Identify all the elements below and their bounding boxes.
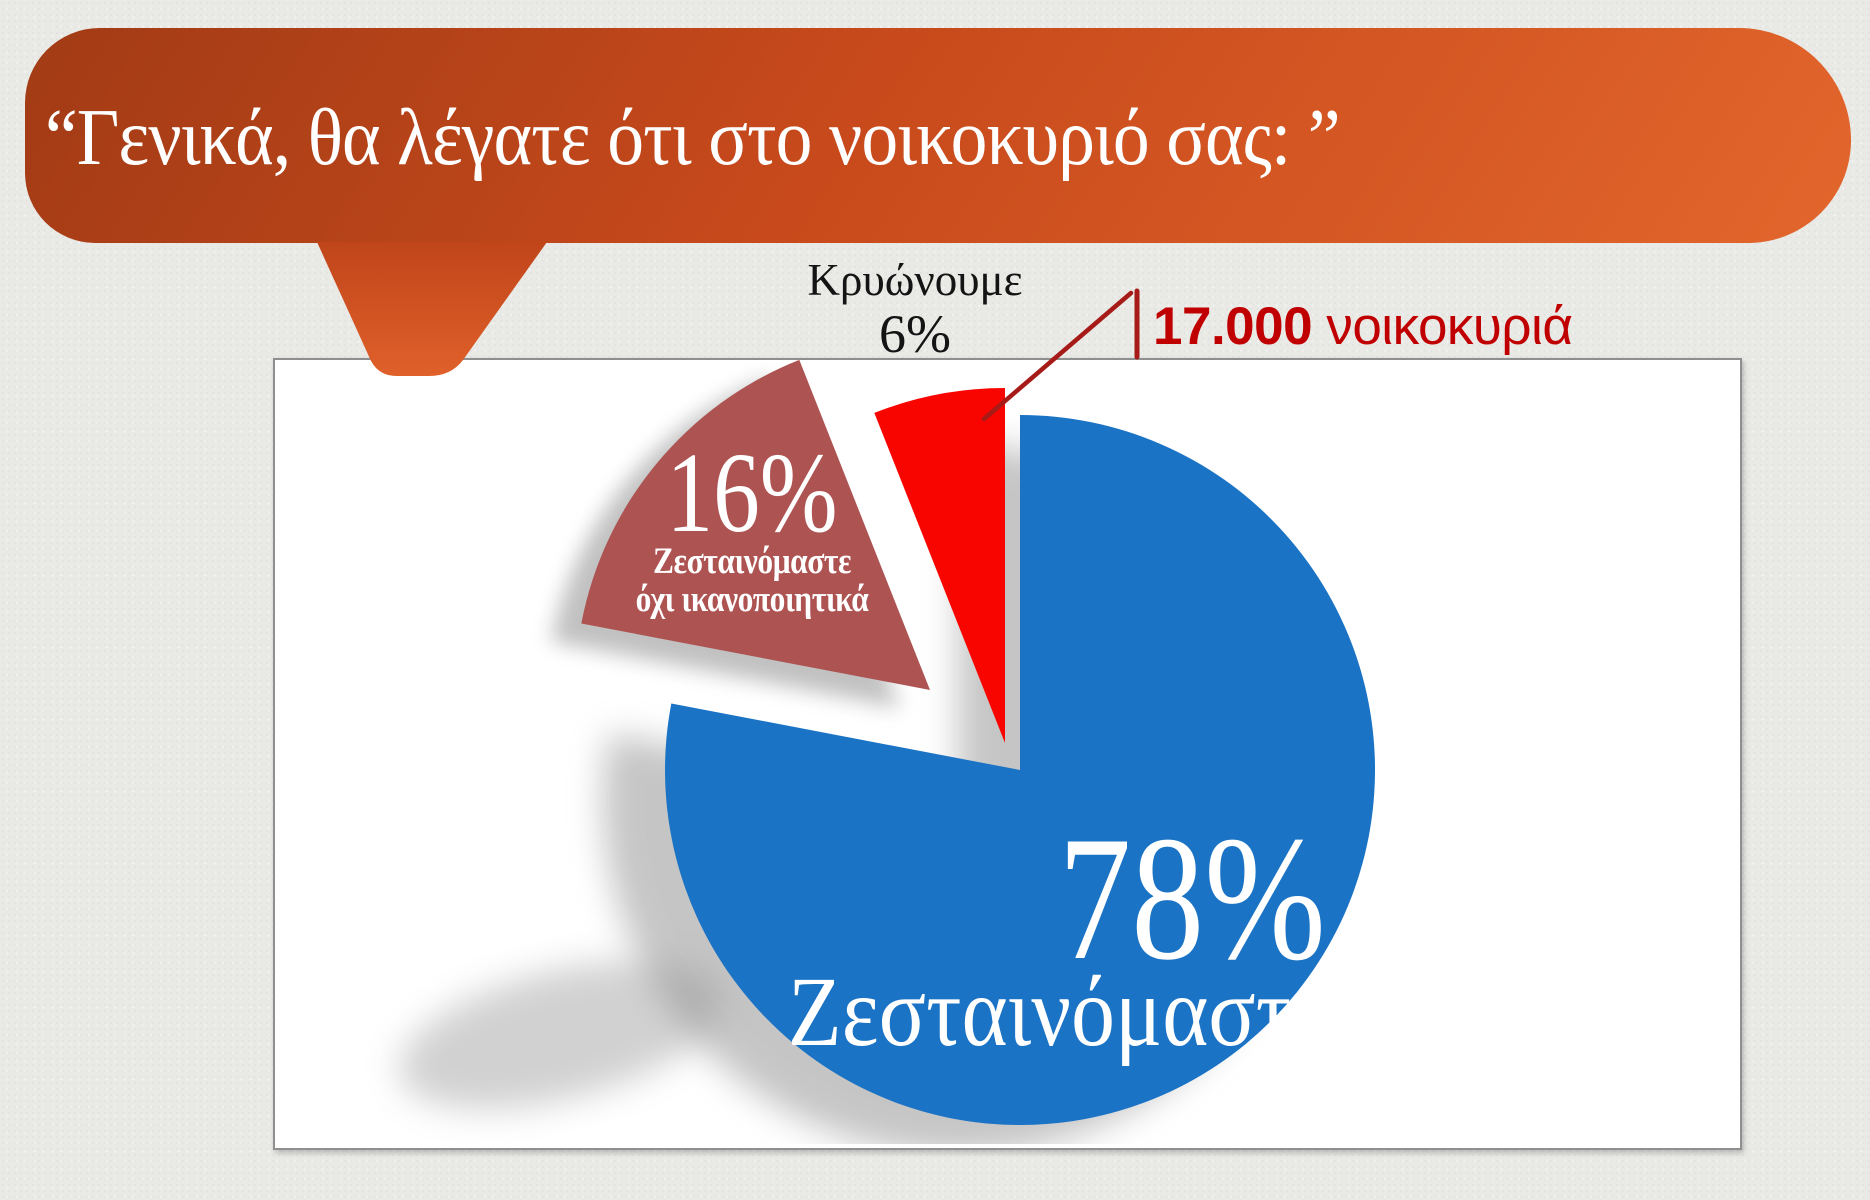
annotation-value: 17.000 [1153,297,1313,356]
annotation-unit: νοικοκυριά [1312,297,1573,356]
speech-bubble-tail-shape [317,242,547,376]
label-warm-partial-pct: 16% [666,429,838,556]
label-warm-partial: 16% Ζεσταινόμαστε όχι ικανοποιητικά [615,429,889,621]
label-cold-name: Κρυώνουμε [807,255,1023,305]
annotation-17000-households: 17.000 νοικοκυριά [1153,297,1573,356]
label-cold-pct: 6% [879,304,951,364]
slide-title: “Γενικά, θα λέγατε ότι στο νοικοκυριό σα… [45,94,1341,182]
label-warm-partial-line1: Ζεσταινόμαστε [653,541,851,583]
label-warm-name: Ζεσταινόμαστε [787,956,1329,1067]
label-warm-partial-line2: όχι ικανοποιητικά [635,579,869,621]
speech-bubble: “Γενικά, θα λέγατε ότι στο νοικοκυριό σα… [25,28,1851,243]
label-cold: Κρυώνουμε 6% [807,255,1023,364]
